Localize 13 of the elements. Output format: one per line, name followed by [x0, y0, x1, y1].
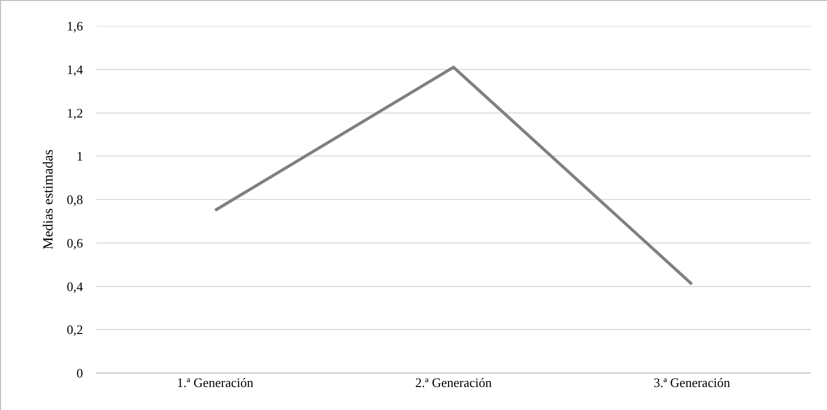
- y-axis-title: Medias estimadas: [41, 150, 56, 250]
- y-tick-label: 1,6: [66, 18, 84, 34]
- y-tick-label: 0,6: [66, 235, 84, 250]
- x-tick-label: 3.ª Generación: [654, 375, 731, 390]
- x-tick-label: 1.ª Generación: [176, 375, 254, 390]
- y-tick-label: 0,8: [66, 192, 83, 208]
- y-tick-label: 0,4: [66, 278, 84, 294]
- y-tick-label: 1: [76, 148, 83, 164]
- x-tick-label: 2.ª Generación: [415, 375, 492, 390]
- y-tick-label: 1,4: [66, 62, 84, 77]
- y-tick-label: 0: [76, 366, 83, 381]
- y-tick-label: 0,2: [66, 322, 83, 338]
- y-tick-label: 1,2: [66, 105, 83, 120]
